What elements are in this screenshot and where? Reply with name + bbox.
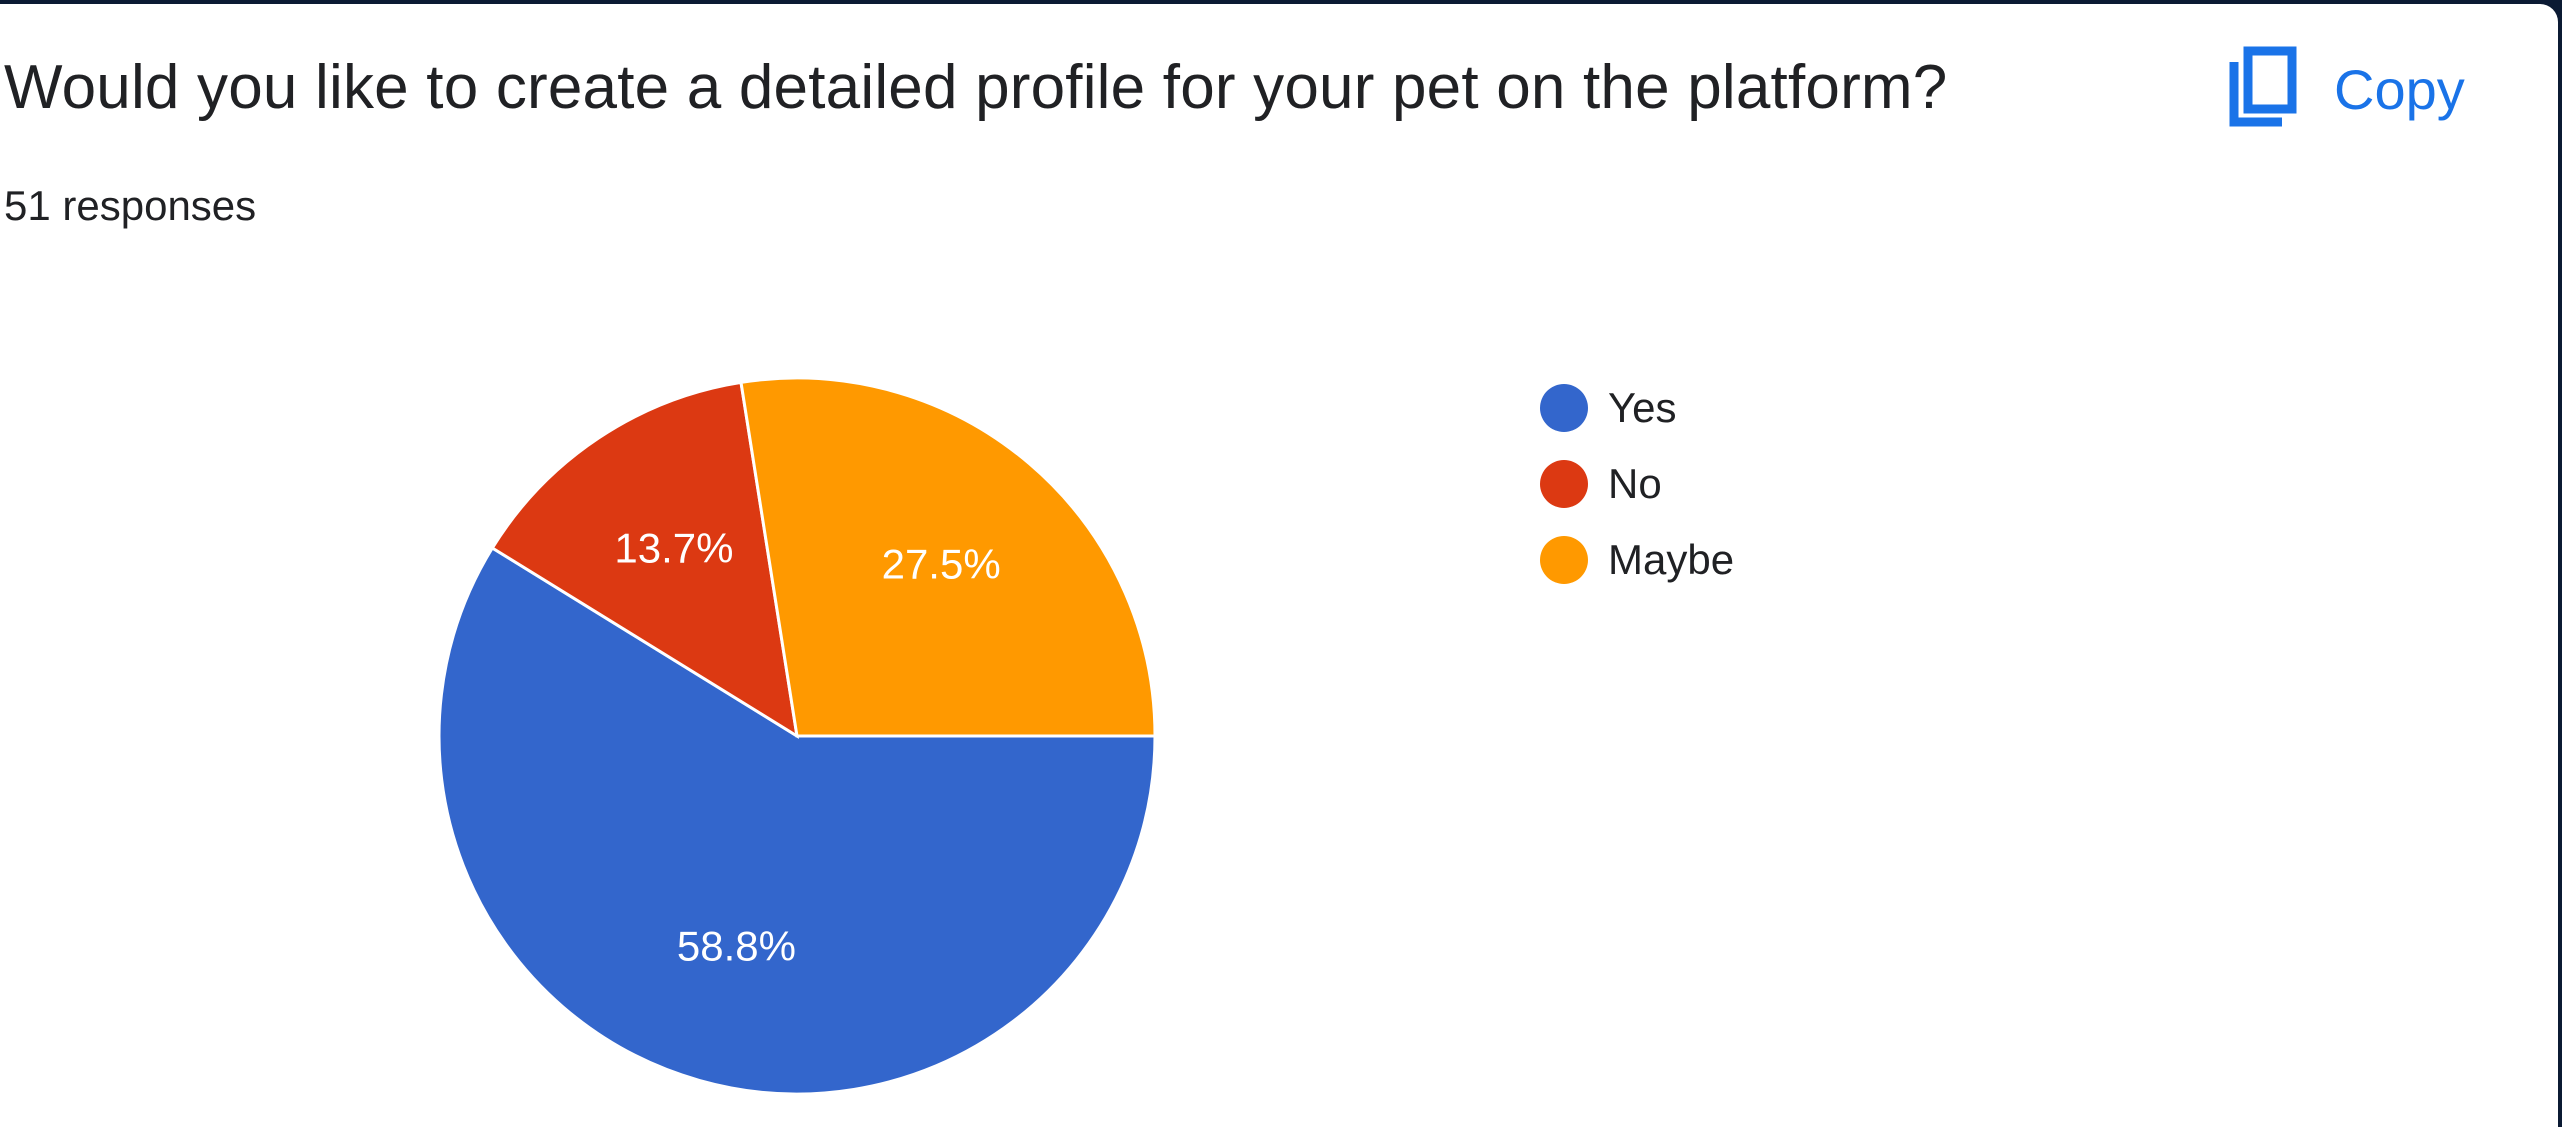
- question-title: Would you like to create a detailed prof…: [4, 53, 1948, 122]
- pie-slice-maybe[interactable]: [739, 376, 1157, 738]
- copy-icon: [2229, 46, 2297, 127]
- legend-swatch-no: [1540, 460, 1588, 508]
- response-count: 51 responses: [4, 182, 257, 229]
- legend-item-yes[interactable]: Yes: [1540, 370, 1734, 446]
- legend-item-no[interactable]: No: [1540, 446, 1734, 522]
- copy-button[interactable]: Copy: [2226, 44, 2465, 134]
- legend-label-maybe: Maybe: [1608, 536, 1735, 583]
- legend-label-no: No: [1608, 460, 1662, 507]
- chart-legend: Yes No Maybe: [1540, 370, 1734, 598]
- pie-label-no: 13.7%: [614, 524, 733, 571]
- pie-chart: 58.8% 13.7% 27.5%: [437, 376, 1157, 1096]
- copy-button-label: Copy: [2334, 57, 2465, 121]
- pie-label-maybe: 27.5%: [882, 540, 1001, 587]
- pie-slice-no[interactable]: [490, 380, 799, 739]
- legend-swatch-yes: [1540, 384, 1588, 432]
- legend-item-maybe[interactable]: Maybe: [1540, 522, 1734, 598]
- pie-label-yes: 58.8%: [677, 923, 796, 970]
- legend-swatch-maybe: [1540, 536, 1588, 584]
- legend-label-yes: Yes: [1608, 384, 1677, 431]
- question-card: Would you like to create a detailed prof…: [0, 4, 2558, 1127]
- pie-slice-yes[interactable]: [437, 545, 1157, 1096]
